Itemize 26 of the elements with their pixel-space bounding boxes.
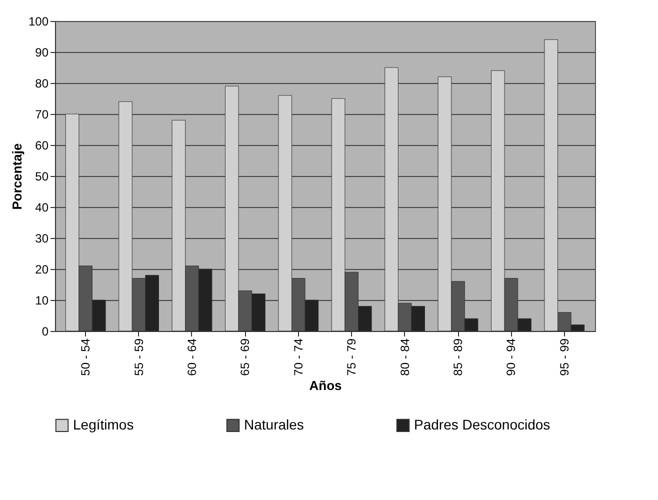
x-axis-title: Años <box>309 378 342 393</box>
y-tick-label: 80 <box>35 76 49 90</box>
y-tick-label: 60 <box>35 138 49 152</box>
x-tick-label: 50 - 54 <box>78 338 93 376</box>
x-tick-label: 55 - 59 <box>132 338 146 376</box>
y-tick-label: 20 <box>35 262 49 276</box>
y-tick-label: 30 <box>35 232 49 246</box>
x-tick-label: 65 - 69 <box>238 338 252 376</box>
legend-label: Legítimos <box>73 416 134 432</box>
y-tick-label: 70 <box>35 108 49 122</box>
y-tick-label: 0 <box>42 324 49 338</box>
x-tick-label: 90 - 94 <box>504 338 518 376</box>
legend-label: Naturales <box>244 416 304 432</box>
x-tick-label: 70 - 74 <box>291 338 306 376</box>
x-tick-label: 60 - 64 <box>184 338 199 376</box>
x-tick-label: 85 - 89 <box>451 338 466 376</box>
y-axis-title: Porcentaje <box>9 143 24 210</box>
x-tick-label: 95 - 99 <box>557 338 572 376</box>
legend-label: Padres Desconocidos <box>414 416 550 432</box>
y-tick-label: 50 <box>35 170 49 184</box>
y-tick-label: 40 <box>35 200 49 214</box>
x-tick-label: 80 - 84 <box>398 338 412 376</box>
y-tick-label: 100 <box>28 14 49 28</box>
y-tick-label: 90 <box>35 46 49 60</box>
x-tick-label: 75 - 79 <box>344 338 359 376</box>
y-tick-label: 10 <box>35 294 49 308</box>
